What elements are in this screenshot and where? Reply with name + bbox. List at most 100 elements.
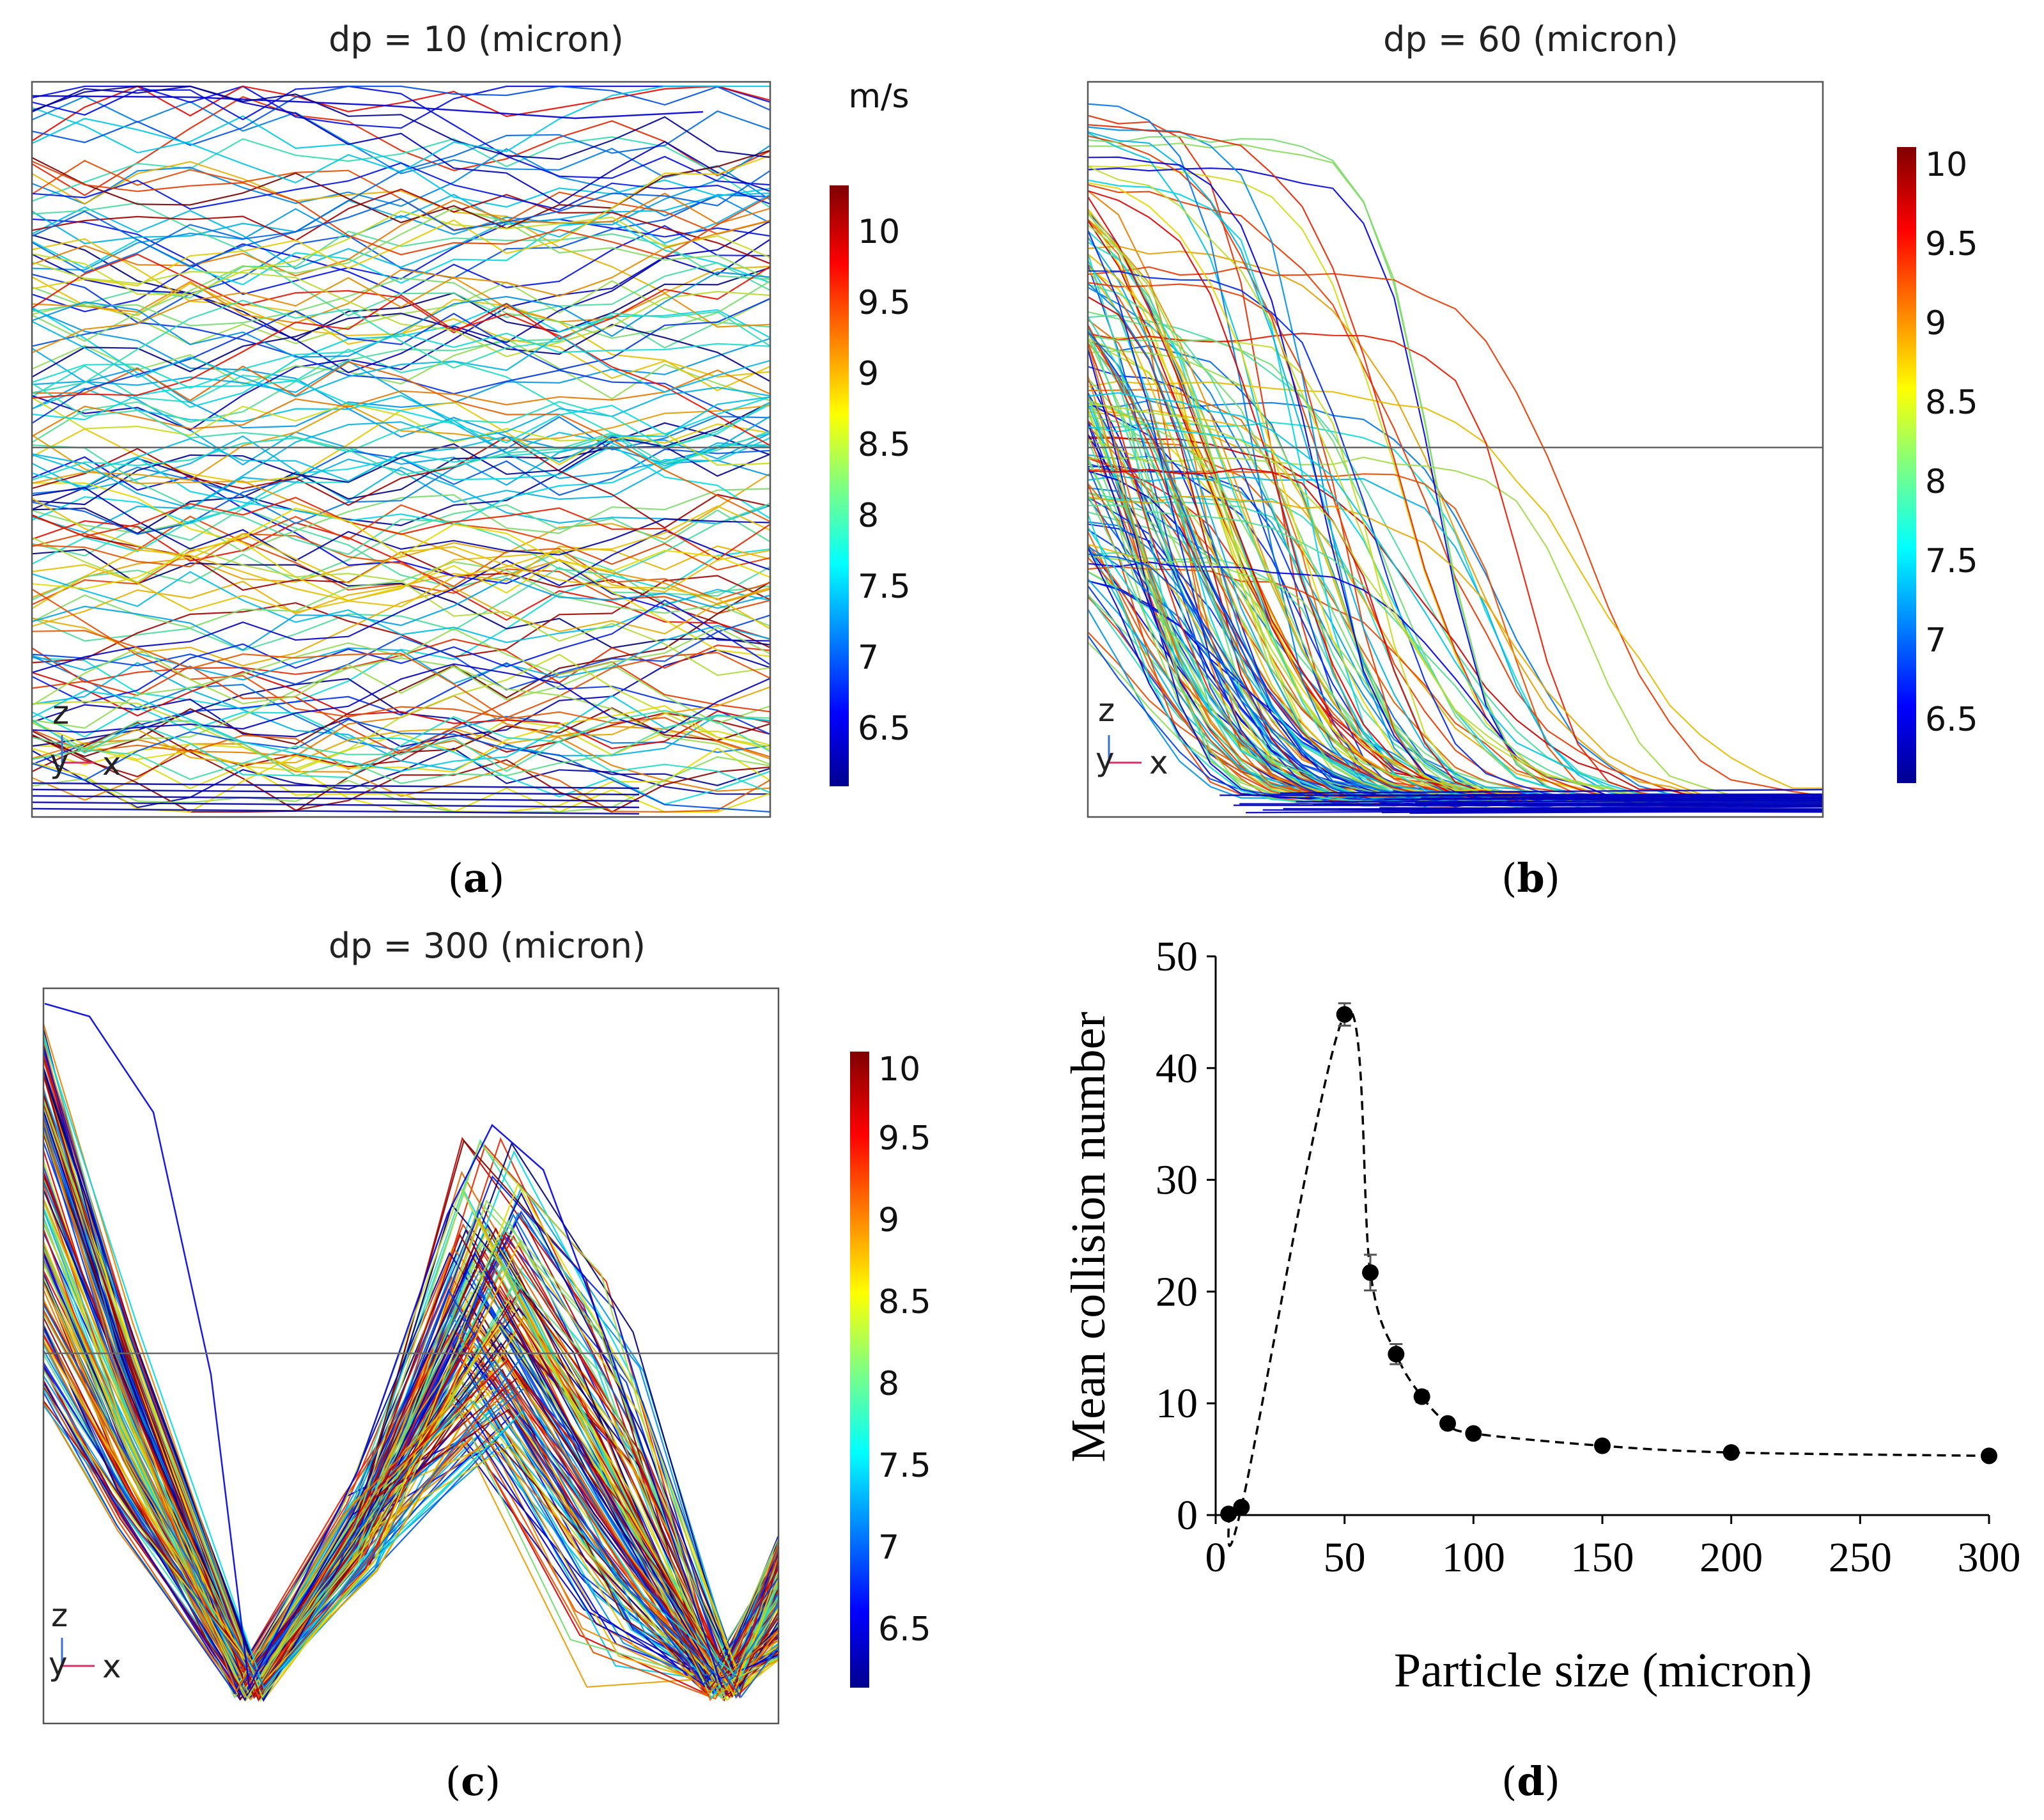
panel-b-frame	[1087, 81, 1824, 818]
panel-c-colorbar	[850, 1052, 869, 1688]
trajectory	[31, 268, 771, 328]
trajectory	[42, 1037, 780, 1690]
data-points	[1220, 1002, 1997, 1523]
panel-b-label: (b)	[1501, 855, 1560, 901]
trajectory	[31, 160, 771, 294]
panel-a-axes-triad: z y x	[50, 694, 121, 782]
panel-c-letter: c	[461, 1758, 485, 1805]
axis-ticks: 0 50 100 150 200 250 300 0 10 20 30 40 50	[1156, 933, 2021, 1581]
data-point	[1362, 1264, 1379, 1281]
trajectory	[43, 1349, 779, 1686]
colorbar-tick: 9	[858, 355, 879, 393]
trajectory	[31, 671, 771, 749]
panel-a-colorbar	[830, 185, 849, 786]
trajectory	[31, 207, 771, 342]
trajectory	[31, 85, 771, 146]
x-axis-title: Particle size (micron)	[1394, 1644, 1812, 1697]
trajectory	[1246, 808, 1823, 814]
trajectory	[31, 504, 771, 601]
trajectory	[31, 690, 771, 772]
data-point	[1594, 1437, 1611, 1454]
trajectory	[31, 788, 640, 796]
colorbar-tick: 7.5	[878, 1447, 931, 1485]
trajectory	[1087, 114, 1823, 807]
trajectory	[31, 192, 771, 277]
trajectory	[31, 497, 771, 561]
data-point	[1220, 1505, 1237, 1523]
colorbar-tick: 8.5	[878, 1283, 931, 1321]
trajectory	[1087, 380, 1823, 789]
trajectory	[31, 202, 771, 318]
trajectory	[43, 1309, 779, 1699]
trajectory	[31, 95, 704, 120]
trajectory	[31, 396, 771, 482]
trajectory	[31, 548, 771, 610]
trajectory	[1384, 797, 1823, 800]
trajectory	[31, 110, 771, 274]
trajectory	[31, 435, 771, 529]
trajectory	[43, 1252, 779, 1701]
triad-z-label: z	[1098, 692, 1115, 729]
trajectory	[31, 85, 771, 205]
trajectory	[43, 1304, 779, 1699]
colorbar-tick: 9.5	[878, 1119, 931, 1158]
trajectory	[31, 95, 771, 201]
data-point	[1336, 1006, 1353, 1023]
panel-d-label: (d)	[1501, 1758, 1560, 1805]
panel-b-trajectories	[1087, 103, 1823, 814]
panel-c-trajectories	[42, 1002, 780, 1702]
trajectory	[31, 401, 771, 481]
trajectory	[1087, 324, 1823, 807]
panel-a: dp = 10 (micron) m/s 10 9.5 9 8.5 8 7.5 …	[31, 19, 911, 901]
trajectory	[31, 497, 771, 630]
data-point	[1465, 1425, 1482, 1442]
trajectory	[31, 566, 771, 651]
trajectory	[31, 630, 771, 758]
data-point	[1981, 1447, 1997, 1465]
y-tick-label: 30	[1156, 1157, 1198, 1204]
trajectory	[31, 719, 771, 813]
x-tick-label: 200	[1699, 1534, 1763, 1581]
panel-a-letter: a	[463, 855, 489, 901]
trajectory	[31, 548, 771, 710]
trajectory	[31, 504, 771, 605]
trajectory	[42, 1189, 779, 1702]
data-point	[1388, 1346, 1405, 1363]
trajectory	[31, 436, 771, 506]
trajectory	[31, 795, 640, 802]
trajectory	[31, 782, 640, 789]
trajectory	[31, 347, 771, 479]
trajectory	[31, 599, 771, 704]
trajectory	[31, 315, 771, 444]
trajectory	[42, 1119, 779, 1696]
triad-y-label: y	[1096, 741, 1115, 778]
trajectory	[31, 369, 771, 437]
trajectory	[31, 486, 771, 562]
trajectory	[31, 277, 771, 339]
trajectory	[31, 801, 640, 809]
trajectory	[1087, 266, 1823, 797]
trajectory	[31, 274, 771, 433]
panel-c: dp = 300 (micron) 10 9.5 9 8.5 8 7.5 7 6…	[42, 926, 931, 1805]
y-tick-label: 0	[1177, 1492, 1198, 1539]
trajectory	[31, 533, 771, 600]
triad-y-label: y	[49, 1645, 68, 1683]
colorbar-tick: 6.5	[858, 710, 911, 748]
trajectory	[43, 1312, 779, 1683]
triad-y-label: y	[50, 743, 69, 780]
panel-c-frame	[42, 987, 780, 1725]
trajectory	[42, 1070, 779, 1681]
trajectory	[31, 444, 771, 576]
trajectory	[31, 442, 771, 534]
trajectory	[31, 220, 771, 432]
colorbar-tick: 7	[1925, 621, 1946, 660]
trajectory	[31, 756, 771, 813]
x-tick-label: 250	[1829, 1534, 1892, 1581]
trajectory	[31, 437, 771, 525]
trajectory	[31, 577, 771, 651]
trajectory	[1087, 456, 1823, 804]
triad-x-label: x	[102, 1648, 121, 1685]
trajectory	[1087, 237, 1823, 807]
panel-b-letter: b	[1517, 855, 1544, 901]
trajectory	[31, 587, 771, 667]
